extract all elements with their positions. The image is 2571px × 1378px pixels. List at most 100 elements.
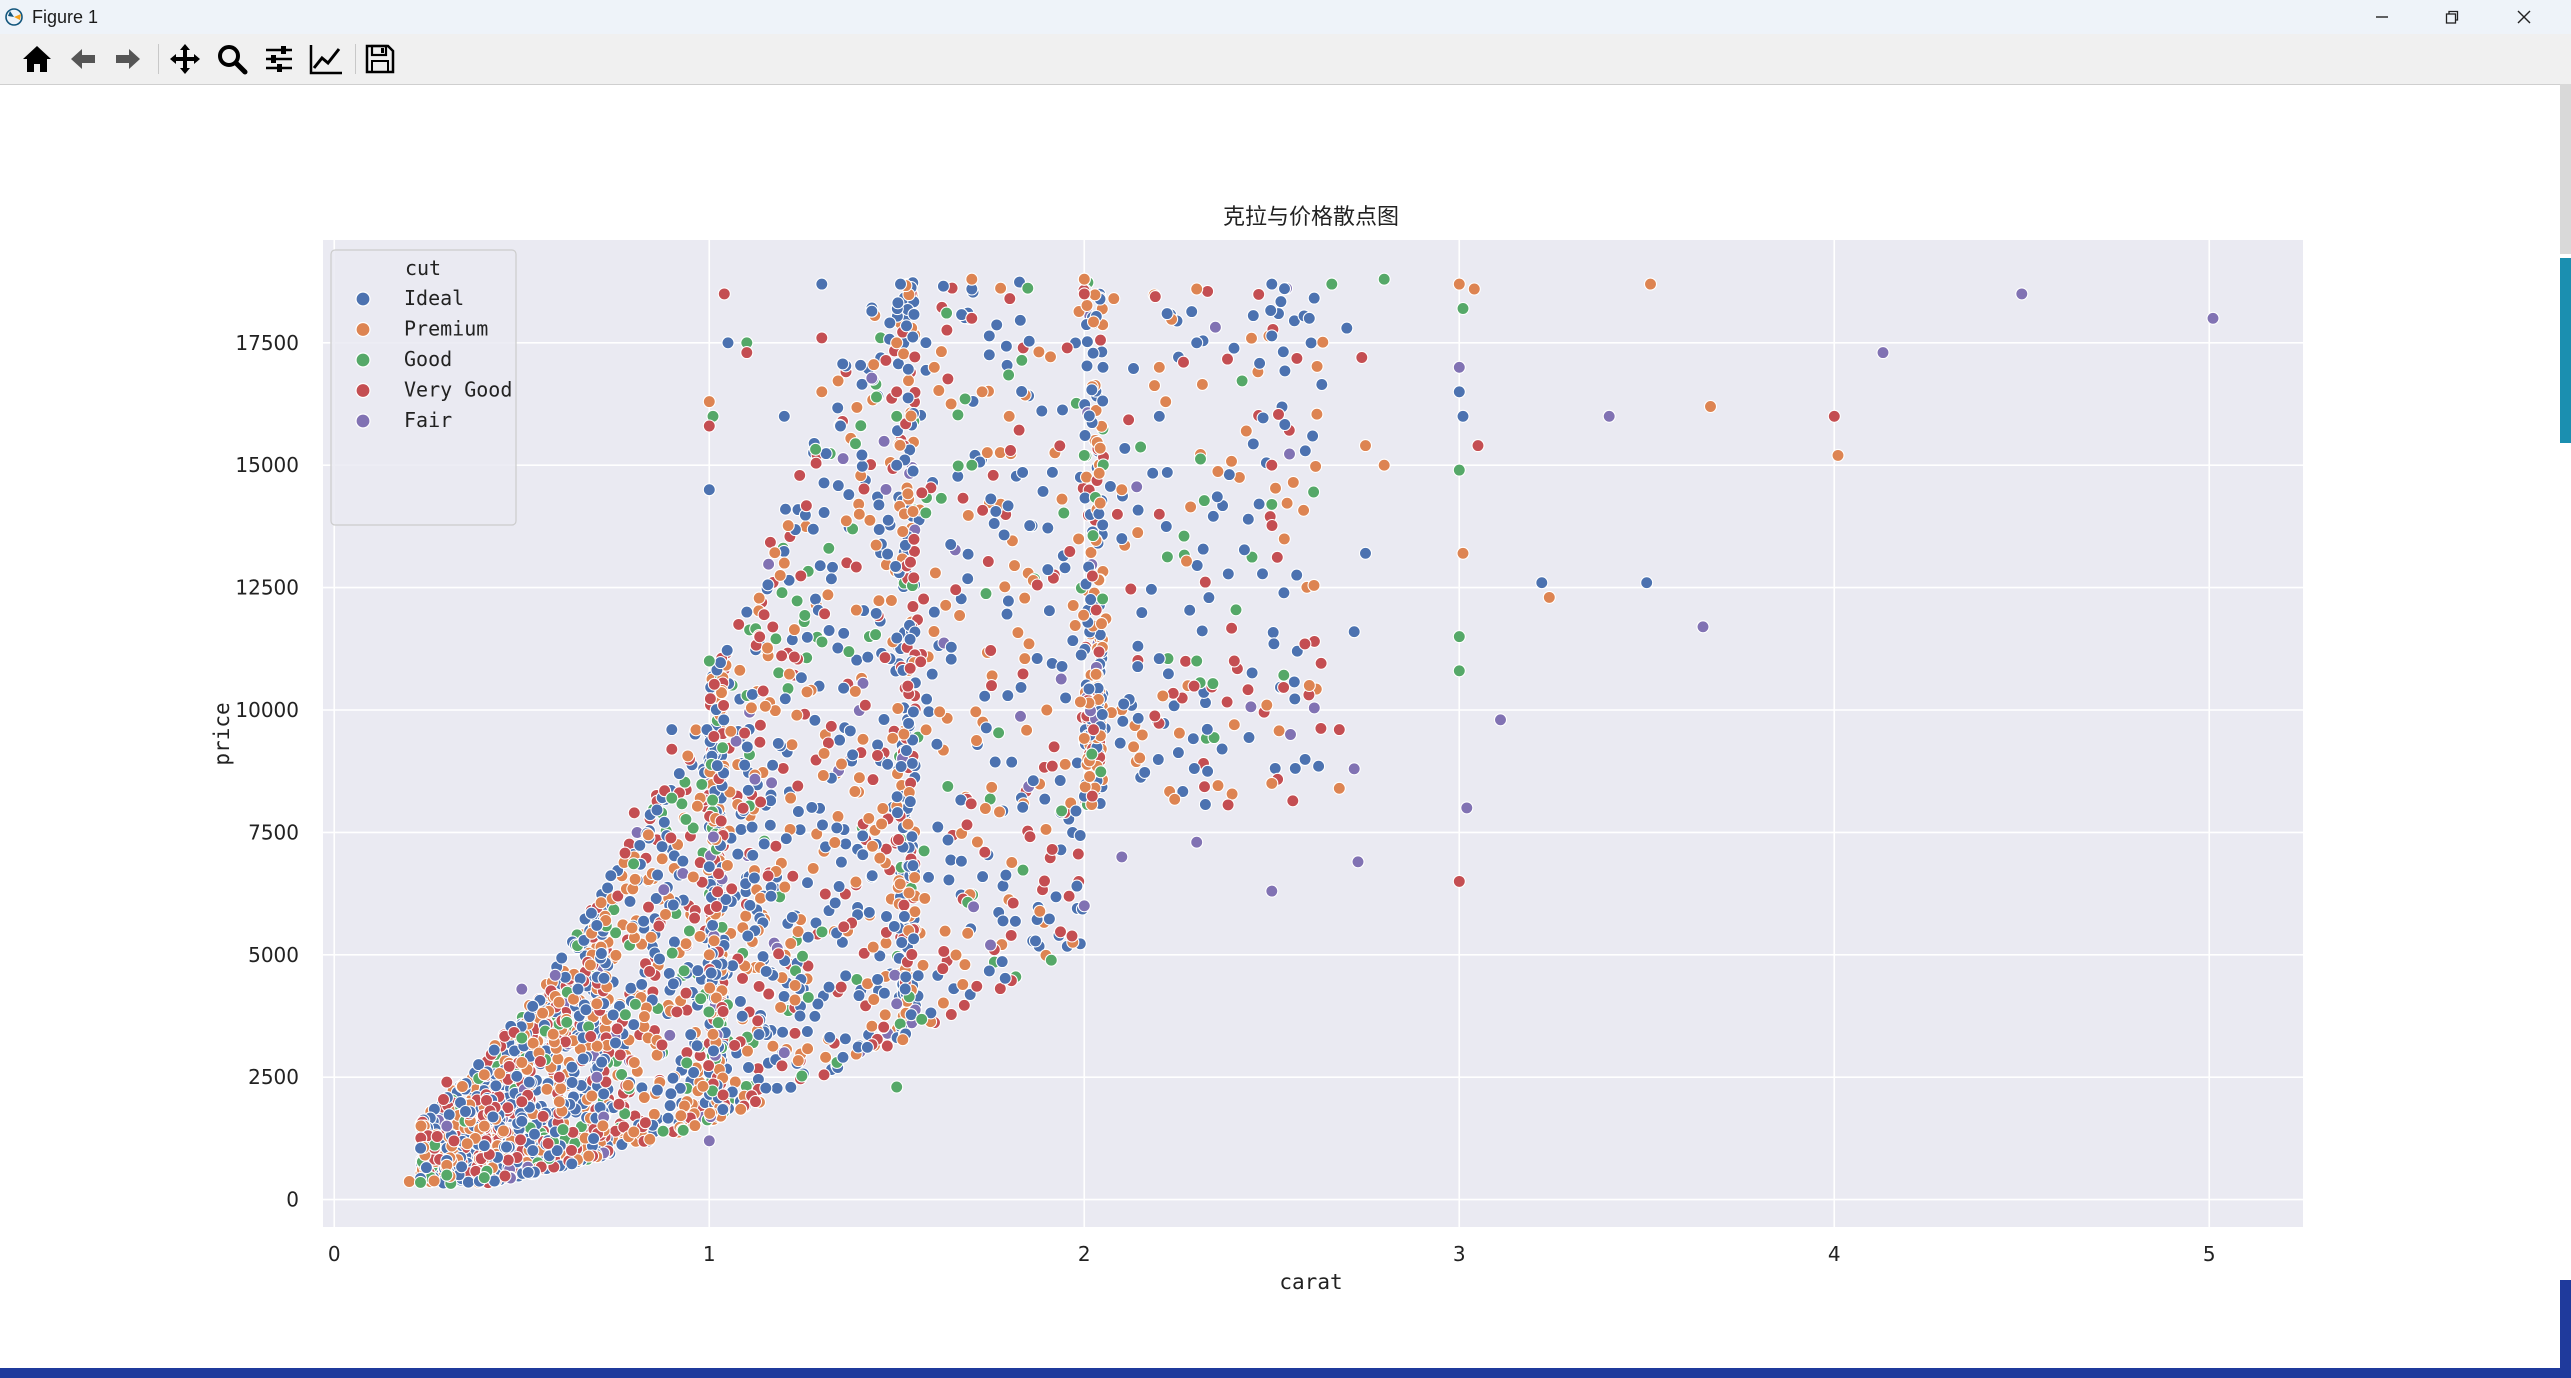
scatter-point [842,488,856,502]
close-icon[interactable] [2490,0,2558,34]
scatter-point [1043,350,1058,364]
scatter-point [982,964,996,978]
scatter-point [628,872,642,886]
scatter-point [915,1012,929,1026]
pan-move-icon[interactable] [165,40,205,78]
scatter-point [1221,798,1235,812]
save-disk-icon[interactable] [360,40,400,78]
scatter-point [735,1009,749,1023]
scatter-point [879,482,893,496]
restore-icon[interactable] [2418,0,2486,34]
scatter-point [1272,724,1286,738]
scatter-point [1221,567,1235,581]
scatter-point [1148,709,1162,723]
scatter-point [1086,315,1101,329]
scatter-point [1314,656,1328,670]
scatter-point [1077,608,1091,622]
scatter-point [920,692,934,706]
scatter-point [902,716,916,730]
scatter-point [771,736,785,750]
scatter-point [815,331,829,345]
scatter-point [833,733,847,747]
window-titlebar: Figure 1 [0,0,2571,34]
scatter-point [1093,496,1107,510]
scatter-point [1110,507,1124,521]
scatter-point [843,724,857,738]
legend-marker [355,321,371,338]
scatter-point [1037,874,1052,888]
scatter-point [786,869,800,883]
zoom-magnifier-icon[interactable] [212,40,252,78]
scatter-point [1265,518,1279,533]
scatter-point [907,532,921,546]
scatter-point [1195,377,1209,391]
scatter-point [764,889,778,903]
scatter-point [831,641,845,655]
background-window-edge [2560,258,2571,443]
scatter-point [637,914,651,928]
scatter-point [1093,333,1108,347]
scatter-point [709,899,724,914]
scatter-point [1358,546,1373,560]
scatter-point [413,1175,428,1189]
scatter-point [510,1069,524,1083]
scatter-point [1148,290,1162,304]
scatter-point [499,1140,514,1154]
scatter-point [550,1144,564,1158]
scatter-point [1277,282,1292,296]
scatter-point [733,994,747,1008]
scatter-point [862,905,876,919]
scatter-point [908,905,922,919]
scatter-point [778,502,793,516]
scatter-point [1183,603,1197,617]
scatter-point [1252,287,1266,301]
scatter-point [875,817,889,831]
scatter-point [884,593,898,608]
scatter-point [1288,692,1302,706]
scatter-point [515,1114,529,1128]
scatter-point [896,524,910,539]
scatter-point [649,891,663,906]
scatter-point [460,1137,474,1151]
scatter-point [689,723,703,737]
scatter-point [1055,804,1069,818]
scatter-point [1358,439,1373,453]
scatter-point [1041,563,1055,577]
background-window-edge [2560,84,2571,254]
scatter-point [998,580,1012,594]
scatter-point [951,459,965,473]
home-icon[interactable] [17,40,57,78]
scatter-point [690,1039,704,1053]
scatter-point [1186,732,1200,746]
scatter-point [906,504,920,519]
scatter-point [872,594,886,608]
scatter-point [733,663,747,677]
scatter-point [1224,454,1239,468]
scatter-point [663,1099,677,1113]
scatter-point [839,969,853,983]
scatter-point [1167,699,1181,713]
scatter-point [889,559,903,574]
scatter-point [440,1075,454,1089]
scatter-point [1268,481,1283,495]
scatter-point [1159,519,1173,534]
scatter-point [858,698,872,712]
scatter-point [1036,484,1050,498]
back-arrow-icon[interactable] [63,40,103,78]
forward-arrow-icon[interactable] [108,40,148,78]
figure-canvas[interactable]: 0 1 2 3 4 5 0 2500 5000 7500 10000 12500 15000 17500… [0,85,2560,1368]
scatter-point [579,1003,593,1017]
configure-subplots-icon[interactable] [259,40,299,78]
edit-axis-icon[interactable] [306,40,346,78]
scatter-point [815,818,830,832]
minimize-icon[interactable] [2348,0,2416,34]
scatter-point [996,879,1010,893]
scatter-point [716,1088,730,1102]
scatter-point [856,676,870,690]
scatter-point [1242,730,1256,745]
scatter-point [477,1171,491,1185]
scatter-point [1138,765,1152,779]
scatter-point [1030,578,1044,592]
scatter-point [831,809,845,824]
x-tick-labels: 0 1 2 3 4 5 [328,1242,2216,1266]
